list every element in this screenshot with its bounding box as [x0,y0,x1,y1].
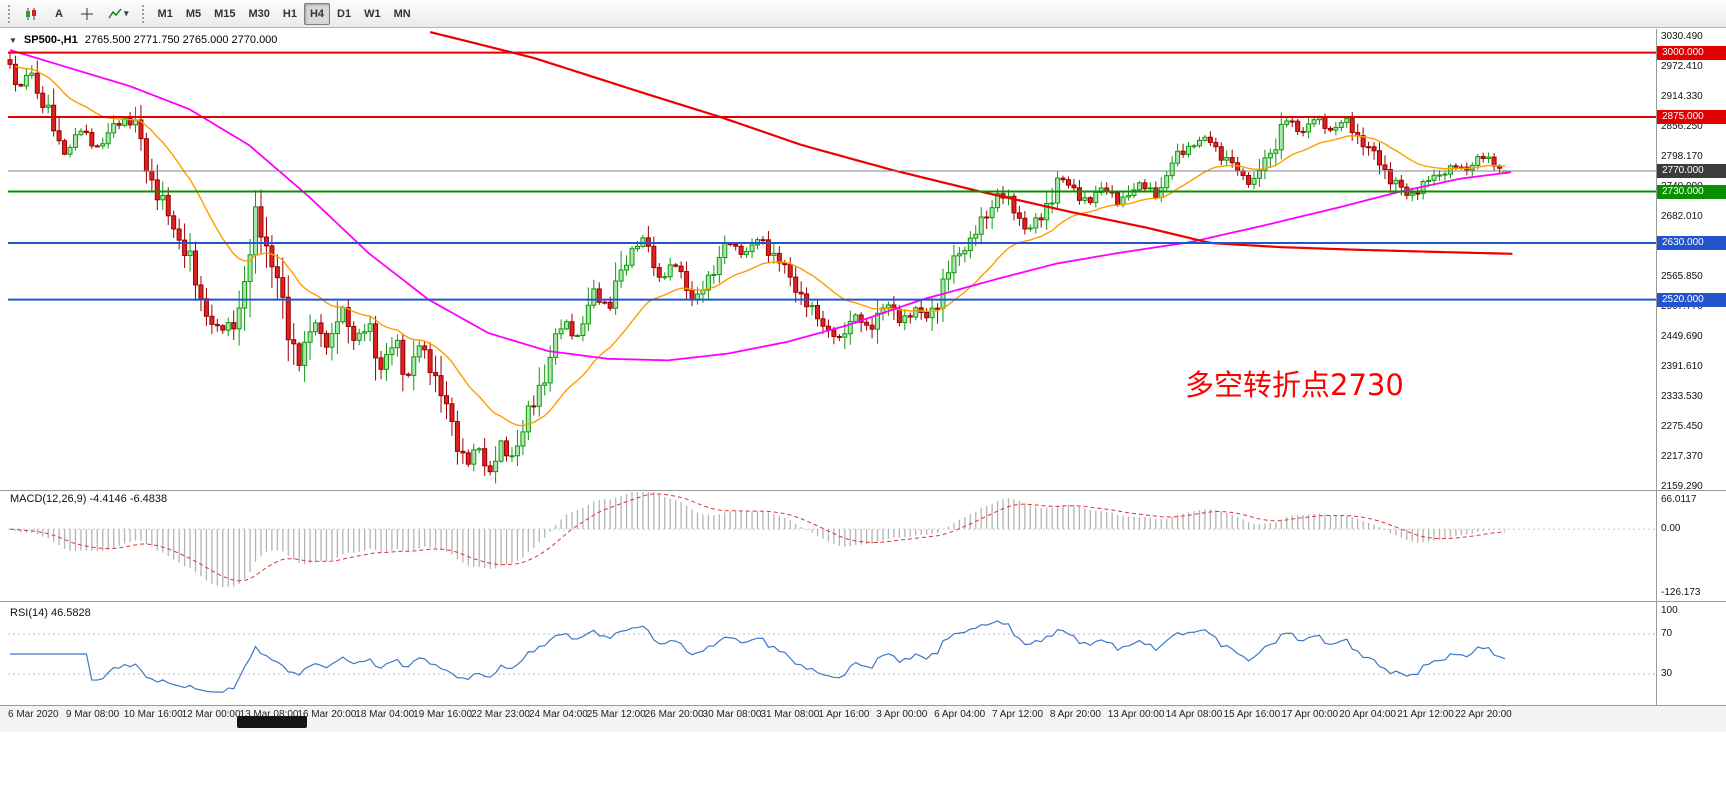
ma-medium[interactable] [9,49,1512,362]
price-axis-label: 2972.410 [1661,61,1703,72]
rsi-axis-label-70: 70 [1661,628,1673,639]
crosshair-button[interactable] [74,3,100,25]
price-axis-label: 2914.330 [1661,91,1703,102]
time-label: 6 Apr 04:00 [934,709,986,720]
timeframe-h1[interactable]: H1 [277,3,303,25]
time-label: 13 Mar 08:00 [239,709,299,720]
price-badge-2520: 2520.000 [1657,292,1726,307]
symbol-dropdown-icon[interactable]: ▼ [9,35,17,45]
price-axis-label: 2391.610 [1661,361,1703,372]
timeframe-mn[interactable]: MN [388,3,417,25]
price-axis-label: 2333.530 [1661,391,1703,402]
time-label: 21 Apr 12:00 [1397,709,1454,720]
candlesticks[interactable] [7,51,1508,484]
timeframe-m1[interactable]: M1 [152,3,179,25]
price-axis-label: 2159.290 [1661,481,1703,492]
rsi-axis-label-100: 100 [1661,605,1678,616]
time-label: 14 Apr 08:00 [1165,709,1223,720]
time-label: 17 Apr 00:00 [1281,709,1339,720]
time-label: 22 Mar 23:00 [471,709,530,720]
toolbar: A ▾ M1 M5 M15 M30 H1 H4 D1 W1 MN [0,0,1726,28]
rsi-line [10,620,1506,693]
price-badge-3000: 3000.000 [1657,45,1726,60]
price-badge-2770: 2770.000 [1657,163,1726,178]
time-label: 13 Apr 00:00 [1107,709,1165,720]
chart-title: ▼ SP500-,H1 2765.500 2771.750 2765.000 2… [9,34,277,46]
time-label: 19 Mar 16:00 [413,709,473,720]
price-badge-2875: 2875.000 [1657,109,1726,124]
time-label: 16 Mar 20:00 [297,709,357,720]
price-axis-label: 3030.490 [1661,31,1703,42]
indicators-icon [108,8,122,18]
candlestick-chart-button[interactable] [18,3,44,25]
ohlc-values: 2765.500 2771.750 2765.000 2770.000 [84,34,278,46]
time-label: 9 Mar 08:00 [65,709,120,720]
timeframe-m30[interactable]: M30 [243,3,276,25]
fast-navigation-box[interactable] [237,716,307,728]
time-label: 10 Mar 16:00 [123,709,183,720]
time-label: 26 Mar 20:00 [644,709,704,720]
timeframe-w1[interactable]: W1 [358,3,387,25]
macd-axis-label-min: -126.173 [1661,587,1701,598]
toolbar-grip[interactable] [8,4,11,23]
time-label: 6 Mar 2020 [8,709,59,720]
rsi-label: RSI(14) 46.5828 [10,607,91,619]
time-label: 24 Mar 04:00 [528,709,588,720]
symbol-period-label: SP500-,H1 [23,34,78,46]
macd-label: MACD(12,26,9) -4.4146 -6.4838 [10,493,168,505]
candlestick-chart-icon [26,7,36,20]
chevron-down-icon: ▾ [124,8,129,18]
time-label: 18 Mar 04:00 [355,709,415,720]
price-badge-2630: 2630.000 [1657,236,1726,251]
time-label: 22 Apr 20:00 [1455,709,1512,720]
font-button[interactable]: A [46,3,72,25]
indicators-button[interactable]: ▾ [102,3,135,25]
toolbar-grip-2[interactable] [141,4,145,23]
price-axis-label: 2682.010 [1661,211,1703,222]
time-label: 25 Mar 12:00 [586,709,646,720]
time-label: 30 Mar 08:00 [702,709,762,720]
macd-axis-label-zero: 0.00 [1661,523,1681,535]
price-badge-2730: 2730.000 [1657,184,1726,199]
price-axis-label: 2856.250 [1661,121,1703,132]
time-label: 31 Mar 08:00 [760,709,820,720]
timeframe-d1[interactable]: D1 [331,3,357,25]
annotation-text[interactable]: 多空转折点2730 [1185,368,1404,402]
time-label: 3 Apr 00:00 [876,709,928,720]
ma-slow[interactable] [429,30,1513,255]
price-axis-label: 2798.170 [1661,151,1703,162]
crosshair-icon [81,7,93,20]
time-label: 15 Apr 16:00 [1223,709,1281,720]
ma-fast[interactable] [15,65,1506,427]
time-label: 12 Mar 00:00 [181,709,241,720]
macd-axis-label-max: 66.0117 [1661,494,1697,505]
timeframe-m5[interactable]: M5 [180,3,207,25]
price-axis-label: 2565.850 [1661,271,1703,282]
price-axis-label: 2275.450 [1661,421,1703,432]
time-label: 7 Apr 12:00 [991,709,1044,720]
macd-histogram [14,492,1506,588]
time-label: 1 Apr 16:00 [818,709,870,720]
rsi-axis-label-30: 30 [1661,668,1673,679]
timeframe-h4[interactable]: H4 [303,2,331,25]
time-label: 8 Apr 20:00 [1049,709,1101,720]
time-label: 20 Apr 04:00 [1339,709,1396,720]
price-axis-label: 2217.370 [1661,451,1703,462]
macd-signal-line [9,493,1506,582]
price-axis-label: 2449.690 [1661,331,1703,342]
timeframe-toolbar: M1 M5 M15 M30 H1 H4 D1 W1 MN [152,2,417,25]
timeframe-m15[interactable]: M15 [208,3,241,25]
